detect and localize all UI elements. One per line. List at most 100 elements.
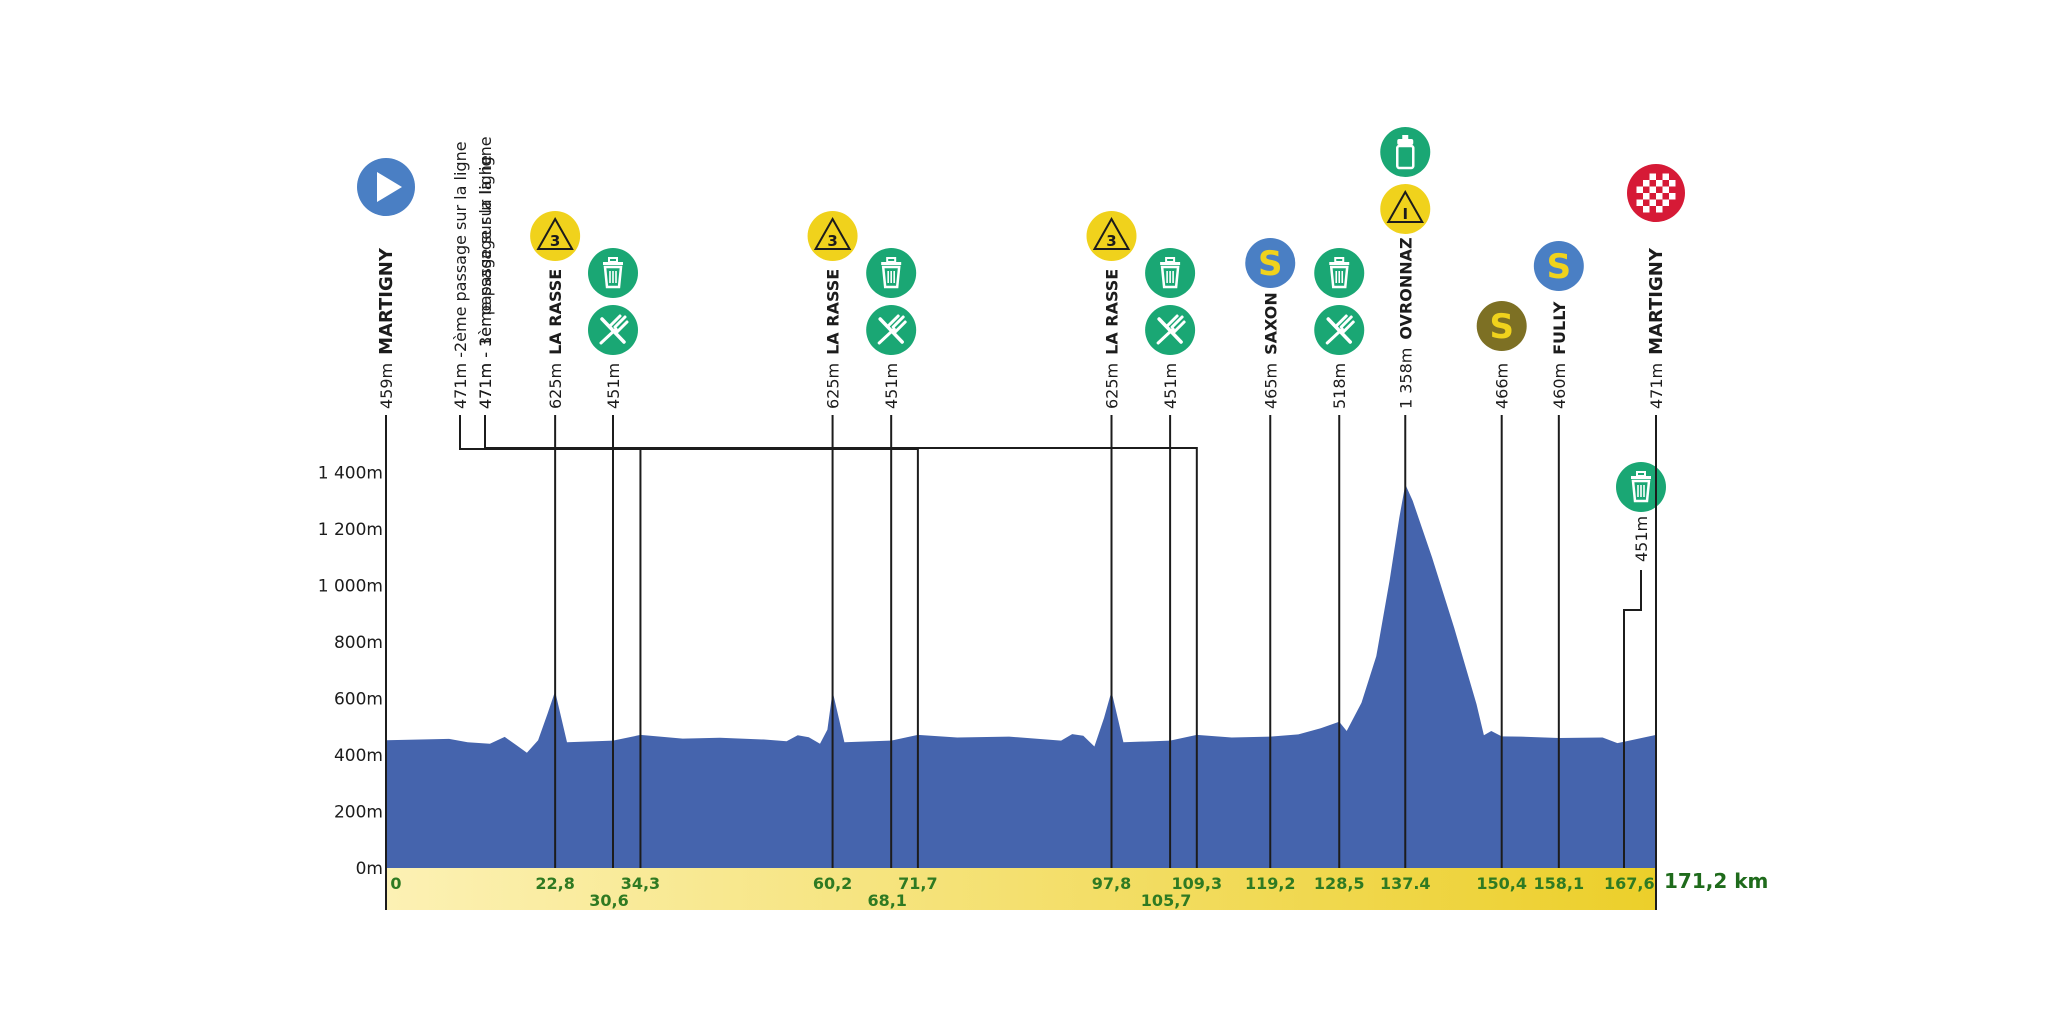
waste-zone-icon — [1616, 462, 1666, 512]
sprint-letter: S — [1547, 247, 1572, 287]
waypoint-altitude: 451m — [604, 363, 623, 409]
climb-category-3-icon: 3 — [807, 211, 858, 261]
waypoint-12: 1 358m OVRONNAZ I — [1380, 127, 1431, 868]
waypoint-altitude: 471m — [476, 363, 495, 409]
y-tick-label: 400m — [334, 746, 383, 766]
x-tick-label: 137.4 — [1380, 874, 1431, 893]
x-tick-label: 0 — [390, 874, 401, 893]
waypoint-name: FULLY — [1550, 301, 1569, 355]
feed-zone-icon — [866, 305, 917, 355]
waypoint-altitude: 465m — [1261, 363, 1280, 409]
finish-flag-icon — [1627, 164, 1685, 222]
waypoint-label: 459m MARTIGNY — [376, 247, 397, 409]
waypoint-name: MARTIGNY — [1646, 247, 1667, 355]
waypoint-altitude: 625m — [546, 363, 565, 409]
waypoint-label: 466m — [1493, 363, 1512, 409]
waypoint-name: MARTIGNY — [376, 247, 397, 355]
y-tick-label: 0m — [356, 859, 383, 879]
start-flag-icon — [357, 158, 415, 216]
waste-zone-icon — [866, 248, 917, 298]
sprint-letter: S — [1489, 307, 1514, 347]
waypoint-altitude: 518m — [1330, 363, 1349, 409]
waypoint-name: LA RASSE — [1103, 269, 1122, 355]
waypoint-label: 625m LA RASSE — [824, 269, 843, 409]
x-tick-label: 34,3 — [621, 874, 660, 893]
waypoint-markers: 459m MARTIGNY 625m LA RASSE 3 451m 471m - 1er … — [357, 127, 1685, 910]
waypoint-label: 1 358m OVRONNAZ — [1396, 237, 1415, 409]
waste-zone-icon — [587, 248, 638, 298]
climb-category-label: I — [1402, 205, 1408, 223]
waypoint-label: 471m -2ème passage sur la ligne — [451, 141, 470, 409]
waypoint-label: 465m SAXON — [1261, 292, 1280, 409]
waypoint-4: 625m LA RASSE 3 — [807, 211, 858, 868]
waypoint-name: LA RASSE — [546, 269, 565, 355]
waypoint-name: LA RASSE — [824, 269, 843, 355]
climb-category-3-icon: 3 — [1086, 211, 1137, 261]
waypoint-15: 451m — [1616, 462, 1666, 868]
waypoint-label: 460m FULLY — [1550, 301, 1569, 409]
x-tick-label: 105,7 — [1141, 891, 1192, 910]
waypoint-altitude: 451m — [1632, 516, 1651, 562]
feed-zone-icon — [1314, 305, 1365, 355]
x-axis-labels: 0 22,8 34,3 60,2 71,7 97,8 109,3 119,2 128,5 137.… — [390, 869, 1768, 910]
waypoint-stem — [484, 415, 1198, 868]
x-tick-label: 68,1 — [867, 891, 906, 910]
waypoint-altitude: 466m — [1493, 363, 1512, 409]
waypoint-13: 466m S — [1476, 301, 1527, 868]
x-tick-label: 30,6 — [589, 891, 628, 910]
sprint-icon: S — [1245, 238, 1296, 288]
feed-zone-icon — [1145, 305, 1196, 355]
waypoint-altitude: 471m — [451, 363, 470, 409]
y-tick-label: 800m — [334, 633, 383, 653]
x-tick-label: 109,3 — [1172, 874, 1223, 893]
waypoint-altitude: 625m — [824, 363, 843, 409]
y-tick-label: 1 200m — [318, 520, 383, 540]
climb-category-label: 3 — [550, 232, 560, 250]
climb-category-3-icon: 3 — [530, 211, 581, 261]
x-tick-label: 150,4 — [1476, 874, 1527, 893]
waypoint-altitude: 625m — [1103, 363, 1122, 409]
waste-zone-icon — [1314, 248, 1365, 298]
waypoint-altitude: 1 358m — [1396, 348, 1415, 409]
waypoint-name: SAXON — [1261, 292, 1280, 355]
waypoint-14: 460m FULLY S — [1533, 241, 1584, 868]
distance-axis-band — [386, 868, 1656, 910]
waypoint-note: -2ème passage sur la ligne — [451, 141, 470, 362]
waypoint-altitude: 451m — [1161, 363, 1180, 409]
waypoint-10: 465m SAXON S — [1245, 238, 1296, 868]
climb-category-label: 3 — [1106, 232, 1116, 250]
waypoint-altitude: 471m — [1647, 363, 1666, 409]
waypoint-label: 471m MARTIGNY — [1646, 247, 1667, 409]
waypoint-altitude: 460m — [1550, 363, 1569, 409]
sprint-icon: S — [1533, 241, 1584, 291]
waypoint-7: 625m LA RASSE 3 — [1086, 211, 1137, 868]
waypoint-label: 451m — [882, 363, 901, 409]
bottle-icon — [1380, 127, 1431, 177]
total-distance-label: 171,2 km — [1664, 869, 1768, 893]
x-tick-label: 22,8 — [535, 874, 574, 893]
x-tick-label: 167,6 — [1604, 874, 1655, 893]
waypoint-altitude: 471m — [476, 363, 495, 409]
waypoint-note: - 3ème passage sur la ligne — [476, 136, 495, 363]
waypoint-2: 451m — [587, 248, 638, 868]
waypoint-label: 518m — [1330, 363, 1349, 409]
waypoint-1: 625m LA RASSE 3 — [530, 211, 581, 868]
waypoint-stem — [1623, 570, 1642, 868]
waypoint-altitude: 451m — [882, 363, 901, 409]
y-tick-label: 1 000m — [318, 577, 383, 597]
waypoint-label: 451m — [1161, 363, 1180, 409]
climb-category-1-icon: I — [1380, 184, 1431, 234]
waypoint-0: 459m MARTIGNY — [357, 158, 415, 910]
waypoint-16: 471m MARTIGNY — [1627, 164, 1685, 910]
waypoint-label: 451m — [604, 363, 623, 409]
waypoint-label: 625m LA RASSE — [1103, 269, 1122, 409]
y-tick-label: 200m — [334, 803, 383, 823]
x-tick-label: 158,1 — [1534, 874, 1585, 893]
y-axis: 0m 200m 400m 600m 800m 1 000m 1 200m 1 400m — [318, 464, 383, 880]
x-tick-label: 60,2 — [813, 874, 852, 893]
sprint-bonus-icon: S — [1476, 301, 1527, 351]
waypoint-altitude: 459m — [377, 363, 396, 409]
waypoint-8: 451m — [1145, 248, 1196, 868]
climb-category-label: 3 — [827, 232, 837, 250]
